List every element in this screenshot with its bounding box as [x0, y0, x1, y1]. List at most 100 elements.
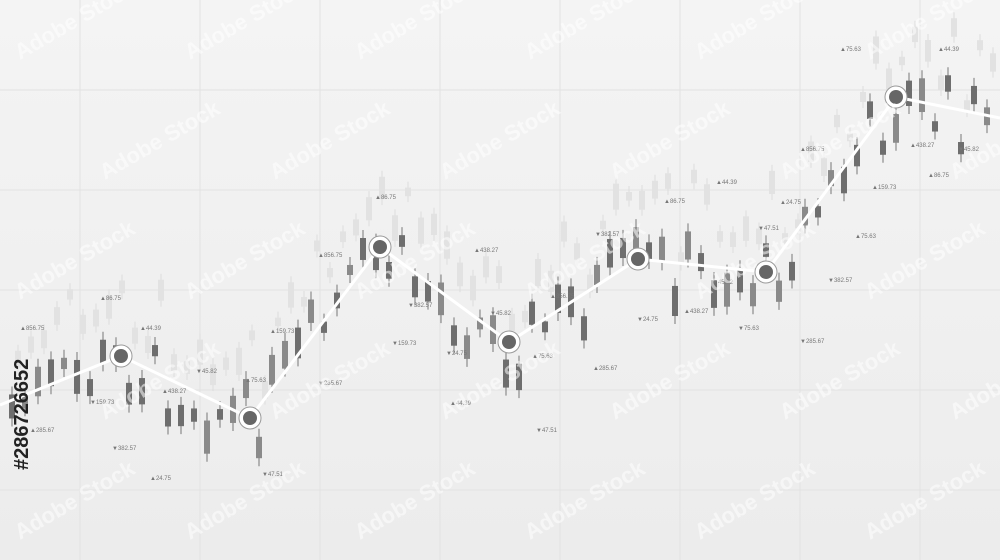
candle-body: [451, 325, 457, 346]
ghost-body: [834, 114, 840, 128]
ghost-body: [119, 280, 125, 294]
ghost-body: [197, 339, 203, 365]
price-label: ▲856.75: [800, 147, 825, 153]
candle-body: [360, 238, 366, 260]
ghost-body: [353, 219, 359, 236]
ghost-body: [444, 231, 450, 259]
candle-body: [971, 85, 977, 105]
point: [889, 90, 903, 104]
point: [502, 335, 516, 349]
candle-body: [35, 366, 41, 397]
candle-body: [152, 345, 158, 357]
ghost-body: [847, 133, 853, 142]
ghost-body: [925, 40, 931, 62]
candle-body: [581, 316, 587, 341]
candle-body: [191, 408, 197, 422]
price-label: ▲438.27: [684, 309, 709, 315]
candle-body: [763, 243, 769, 257]
stock-id: #286726652: [11, 359, 33, 470]
price-label: ▼382.57: [112, 446, 137, 452]
ghost-body: [873, 36, 879, 64]
candle-body: [685, 231, 691, 260]
candle-body: [880, 140, 886, 155]
price-label: ▼382.57: [408, 303, 433, 309]
candle-body: [737, 268, 743, 293]
candle-body: [802, 206, 808, 226]
ghost-body: [626, 191, 632, 201]
price-label: ▼382.57: [595, 232, 620, 238]
point: [243, 411, 257, 425]
price-label: ▼45.82: [196, 369, 218, 375]
ghost-body: [639, 190, 645, 210]
candle-body: [425, 281, 431, 302]
ghost-body: [80, 314, 86, 334]
ghost-body: [483, 256, 489, 278]
ghost-body: [691, 169, 697, 184]
candle-body: [126, 382, 132, 405]
ghost-body: [93, 309, 99, 327]
ghost-body: [184, 361, 190, 374]
point: [759, 265, 773, 279]
candle-body: [464, 335, 470, 359]
price-label: ▲438.27: [474, 248, 499, 254]
candle-body: [9, 394, 15, 419]
price-label: ▲44.39: [716, 180, 738, 186]
candle-body: [633, 227, 639, 256]
ghost-body: [821, 158, 827, 176]
ghost-body: [704, 184, 710, 205]
ghost-body: [782, 233, 788, 243]
ghost-body: [587, 274, 593, 293]
candle-body: [178, 404, 184, 427]
ghost-body: [41, 330, 47, 349]
ghost-body: [496, 266, 502, 283]
candle-body: [477, 317, 483, 330]
price-label: ▼382.57: [828, 278, 853, 284]
price-label: ▲24.75: [150, 476, 172, 482]
ghost-body: [236, 347, 242, 375]
price-label: ▲285.67: [30, 428, 55, 434]
price-label: ▼285.67: [800, 339, 825, 345]
ghost-body: [964, 100, 970, 112]
ghost-body: [977, 40, 983, 51]
price-label: ▲75.63: [855, 234, 877, 240]
ghost-body: [457, 262, 463, 287]
candle-body: [516, 363, 522, 391]
candle-body: [347, 264, 353, 275]
candle-body: [919, 78, 925, 113]
candle-body: [945, 75, 951, 92]
candle-body: [828, 170, 834, 187]
candle-body: [438, 282, 444, 316]
price-label: ▲159.73: [270, 329, 295, 335]
candle-body: [854, 144, 860, 167]
ghost-body: [951, 18, 957, 37]
candle-body: [529, 301, 535, 325]
price-label: ▲438.27: [162, 389, 187, 395]
ghost-body: [210, 364, 216, 386]
price-label: ▲856.75: [20, 326, 45, 332]
candle-body: [542, 321, 548, 333]
price-label: ▲856.75: [318, 253, 343, 259]
candle-body: [867, 101, 873, 119]
candle-body: [100, 339, 106, 364]
price-label: ▼159.73: [90, 400, 115, 406]
price-label: ▼45.82: [958, 147, 980, 153]
ghost-body: [509, 313, 515, 332]
candle-body: [932, 121, 938, 132]
candle-body: [646, 242, 652, 261]
price-label: ▲86.75: [664, 199, 686, 205]
ghost-body: [990, 53, 996, 72]
ghost-body: [132, 327, 138, 344]
candle-body: [139, 378, 145, 405]
price-labels: ▲856.75 ▲86.75 ▲44.39 ▼45.82 ▲438.27 ▼159.73 ▲…: [20, 47, 980, 482]
ghost-body: [418, 217, 424, 244]
ghost-body: [405, 187, 411, 197]
ghost-body: [860, 92, 866, 103]
candle-body: [841, 166, 847, 194]
candle-body: [61, 357, 67, 370]
candle-body: [906, 80, 912, 107]
price-label: ▲86.75: [100, 296, 122, 302]
ghost-body: [275, 317, 281, 327]
ghost-body: [470, 275, 476, 301]
candle-body: [48, 359, 54, 387]
